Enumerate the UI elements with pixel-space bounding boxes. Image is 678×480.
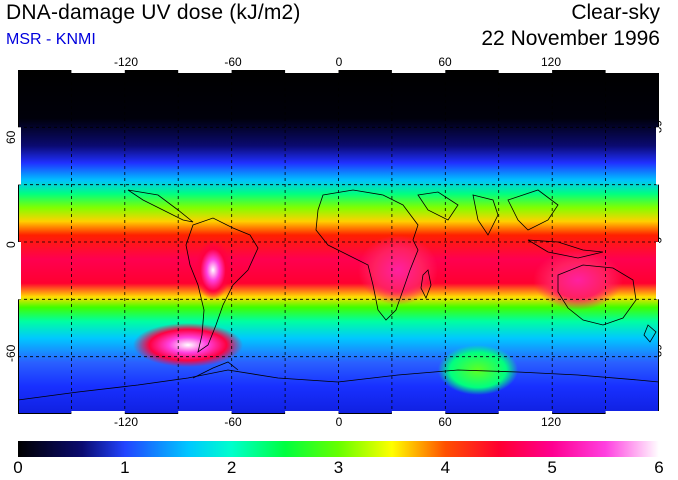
bottom-longitude-tick: -120 xyxy=(113,415,139,429)
top-longitude-tick: 60 xyxy=(438,55,452,69)
colorbar-gradient xyxy=(18,441,659,457)
indian-ocean-green-area xyxy=(438,345,518,395)
andes-hotspot xyxy=(195,240,231,300)
new-zealand-coastline xyxy=(643,324,657,343)
bottom-longitude-tick: 120 xyxy=(540,415,562,429)
australia-warm-area xyxy=(533,250,623,310)
colorbar-tick-label: 4 xyxy=(440,458,451,477)
colorbar-tick-label: 0 xyxy=(13,458,23,477)
left-latitude-tick: 60 xyxy=(4,130,18,144)
left-latitude-tick: -60 xyxy=(4,344,18,362)
australia-coastline xyxy=(557,264,637,326)
coastlines xyxy=(18,189,659,401)
bottom-longitude-tick: 0 xyxy=(335,415,343,429)
top-longitude-tick: -120 xyxy=(113,55,139,69)
left-latitude-tick: 0 xyxy=(4,241,18,248)
top-longitude-tick: 0 xyxy=(335,55,343,69)
africa-coastline xyxy=(315,189,419,321)
southeast-asia-coastline xyxy=(507,189,559,231)
map-frame-ticks xyxy=(18,70,659,414)
patagonia-hotspot xyxy=(133,323,243,367)
colorbar xyxy=(18,441,659,457)
colorbar-tick-label: 5 xyxy=(547,458,557,477)
colorbar-tick-label: 3 xyxy=(333,458,344,477)
colorbar-tick-label: 6 xyxy=(654,458,664,477)
map-subtitle: MSR - KNMI xyxy=(6,31,96,48)
antarctica-coastline xyxy=(18,369,659,401)
sky-condition-label: Clear-sky xyxy=(571,1,660,24)
uv-dose-map xyxy=(18,70,659,414)
bottom-longitude-tick: -60 xyxy=(224,415,242,429)
top-longitude-tick: 120 xyxy=(540,55,562,69)
antarctic-peninsula-coastline xyxy=(192,361,239,379)
graticule xyxy=(18,70,659,414)
central-america-coastline xyxy=(127,189,194,223)
arabia-coastline xyxy=(417,191,459,221)
south-america-coastline xyxy=(185,217,259,353)
colorbar-tick-label: 2 xyxy=(226,458,237,477)
madagascar-coastline xyxy=(420,269,432,299)
top-longitude-tick: -60 xyxy=(224,55,242,69)
date-label: 22 November 1996 xyxy=(481,27,660,50)
bottom-longitude-tick: 60 xyxy=(438,415,452,429)
map-title: DNA-damage UV dose (kJ/m2) xyxy=(6,1,301,24)
africa-warm-area xyxy=(358,235,438,305)
colorbar-tick-label: 1 xyxy=(120,458,130,477)
india-coastline xyxy=(472,194,499,236)
